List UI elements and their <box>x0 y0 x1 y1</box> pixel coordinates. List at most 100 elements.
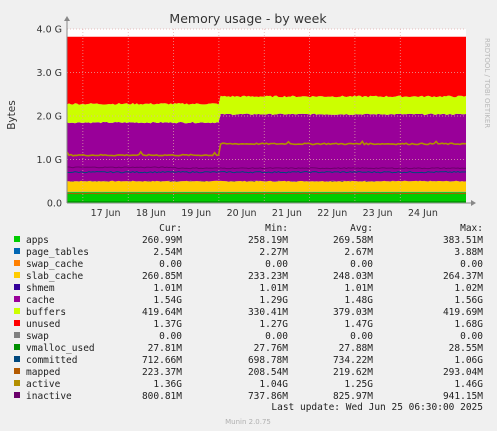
legend-row-vmalloc-used: vmalloc_used 27.81M 27.76M 27.88M 28.55M <box>14 343 483 354</box>
legend-series-name: inactive <box>26 391 72 402</box>
legend-value-min: 737.86M <box>248 391 288 402</box>
legend-series-name: committed <box>26 355 77 366</box>
legend-value-min: 330.41M <box>248 307 288 318</box>
axes <box>64 16 476 206</box>
chart-title: Memory usage - by week <box>169 11 327 26</box>
legend-series-name: active <box>26 379 61 390</box>
legend-row-shmem: shmem 1.01M 1.01M 1.01M 1.02M <box>14 283 483 294</box>
legend-value-min: 0.00 <box>265 259 288 270</box>
stacked-areas <box>67 36 466 203</box>
legend-swatch <box>14 284 20 290</box>
legend-series-name: mapped <box>26 367 60 378</box>
legend-series-name: cache <box>26 295 55 306</box>
legend-value-cur: 260.99M <box>142 235 182 246</box>
legend-row-slab-cache: slab_cache 260.85M 233.23M 248.03M 264.37M <box>14 271 483 282</box>
legend-value-min: 1.27G <box>259 319 288 330</box>
legend-swatch <box>14 344 20 350</box>
legend-value-cur: 260.85M <box>142 271 182 282</box>
legend-value-max: 941.15M <box>443 391 483 402</box>
legend-value-cur: 712.66M <box>142 355 182 366</box>
legend-value-max: 383.51M <box>443 235 483 246</box>
area-shmem <box>67 180 466 182</box>
legend-value-cur: 27.81M <box>148 343 183 354</box>
x-axis-arrow <box>471 200 476 206</box>
legend-row-buffers: buffers 419.64M 330.41M 379.03M 419.69M <box>14 307 483 318</box>
last-update: Last update: Wed Jun 25 06:30:00 2025 <box>271 402 483 413</box>
legend-series-name: slab_cache <box>26 271 83 282</box>
legend-value-max: 1.02M <box>454 283 483 294</box>
legend-swatch <box>14 296 20 302</box>
legend-row-active: active 1.36G 1.04G 1.25G 1.46G <box>14 379 483 390</box>
legend-value-avg: 1.48G <box>344 295 373 306</box>
legend-row-swap: swap 0.00 0.00 0.00 0.00 <box>14 331 483 342</box>
line-inactive <box>67 166 467 170</box>
legend-swatch <box>14 368 20 374</box>
legend-swatch <box>14 320 20 326</box>
line-active <box>66 140 466 157</box>
legend-value-cur: 1.01M <box>153 283 182 294</box>
legend-value-max: 0.00 <box>460 259 483 270</box>
legend-series-name: vmalloc_used <box>26 343 95 354</box>
legend-row-committed: committed 712.66M 698.78M 734.22M 1.06G <box>14 355 483 366</box>
x-tick-label: 17 Jun <box>91 208 121 219</box>
legend-value-cur: 2.54M <box>153 247 182 258</box>
area-unused <box>67 36 466 105</box>
y-tick-label: 1.0 G <box>37 155 63 166</box>
legend-value-max: 0.00 <box>460 331 483 342</box>
legend-row-inactive: inactive 800.81M 737.86M 825.97M 941.15M <box>14 391 483 402</box>
area-cache <box>67 113 466 182</box>
legend-value-avg: 27.88M <box>339 343 374 354</box>
legend-value-avg: 825.97M <box>333 391 373 402</box>
legend-swatch <box>14 392 20 398</box>
legend-table: Cur: Min: Avg: Max: apps 260.99M 258.19M 269.58… <box>14 223 483 402</box>
munin-version: Munin 2.0.75 <box>225 418 271 426</box>
legend-swatch <box>14 380 20 386</box>
legend-value-max: 28.55M <box>449 343 484 354</box>
y-tick-label: 0.0 <box>47 199 62 210</box>
line-committed <box>66 170 467 174</box>
x-tick-label: 23 Jun <box>363 208 393 219</box>
legend-series-name: shmem <box>26 283 55 294</box>
legend-row-cache: cache 1.54G 1.29G 1.48G 1.56G <box>14 295 483 306</box>
y-tick-label: 2.0 G <box>37 112 63 123</box>
legend-value-avg: 219.62M <box>333 367 373 378</box>
legend-column-header: Avg: <box>350 223 373 234</box>
legend-swatch <box>14 356 20 362</box>
legend-value-max: 1.56G <box>454 295 483 306</box>
legend-value-min: 698.78M <box>248 355 288 366</box>
legend-value-min: 0.00 <box>265 331 288 342</box>
legend-value-cur: 419.64M <box>142 307 182 318</box>
y-axis-label: Bytes <box>6 100 18 129</box>
legend-value-cur: 1.54G <box>153 295 182 306</box>
legend-row-apps: apps 260.99M 258.19M 269.58M 383.51M <box>14 235 483 246</box>
legend-series-name: swap <box>26 331 49 342</box>
x-tick-label: 19 Jun <box>181 208 211 219</box>
legend-value-cur: 0.00 <box>159 259 182 270</box>
legend-swatch <box>14 332 20 338</box>
legend-value-cur: 1.37G <box>153 319 182 330</box>
legend-column-header: Cur: <box>159 223 182 234</box>
legend-value-max: 419.69M <box>443 307 483 318</box>
area-slab-cache <box>67 180 466 192</box>
legend-value-min: 1.29G <box>259 295 288 306</box>
x-tick-label: 21 Jun <box>272 208 302 219</box>
legend-series-name: unused <box>26 319 60 330</box>
legend-value-max: 1.46G <box>454 379 483 390</box>
x-tick-label: 22 Jun <box>317 208 347 219</box>
rrdtool-watermark: RRDTOOL / TOBI OETIKER <box>483 38 491 128</box>
legend-value-max: 1.06G <box>454 355 483 366</box>
y-tick-label: 4.0 G <box>37 25 63 36</box>
legend-series-name: page_tables <box>26 247 89 258</box>
legend-value-min: 208.54M <box>248 367 288 378</box>
legend-value-max: 264.37M <box>443 271 483 282</box>
legend-column-header: Max: <box>460 223 483 234</box>
legend-value-min: 233.23M <box>248 271 288 282</box>
area-apps <box>67 192 466 203</box>
x-tick-label: 18 Jun <box>136 208 166 219</box>
legend-row-page-tables: page_tables 2.54M 2.27M 2.67M 3.88M <box>14 247 483 258</box>
legend-value-max: 3.88M <box>454 247 483 258</box>
legend-value-avg: 0.00 <box>350 259 373 270</box>
legend-value-min: 2.27M <box>259 247 288 258</box>
legend-value-avg: 0.00 <box>350 331 373 342</box>
